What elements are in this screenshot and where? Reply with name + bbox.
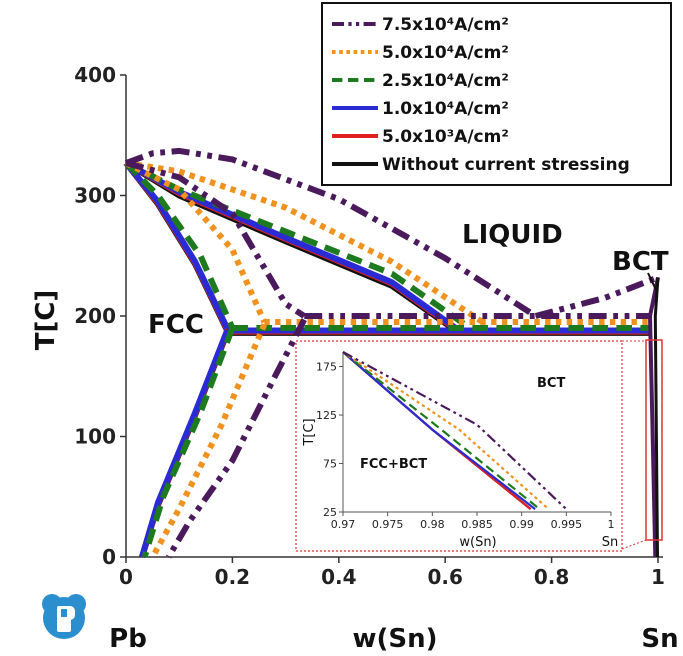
inset-end-label: Sn (602, 535, 619, 550)
x-tick-label: 0 (119, 565, 133, 589)
legend-frame (321, 2, 672, 186)
legend-label: 5.0x10³A/cm² (382, 127, 509, 147)
bct-pointer-arrow (647, 272, 658, 293)
inset-region-label-bct: BCT (537, 376, 565, 391)
legend-label: 7.5x10⁴A/cm² (382, 15, 509, 35)
series-curve-solvus (141, 327, 236, 558)
inset-chart: 25 75 125 175 0.97 0.975 0.98 0.985 0.99 0.995 1 T… (295, 340, 623, 552)
series-curve-liquidus-left (124, 160, 458, 331)
x-tick-label: 0.2 (215, 565, 250, 589)
y-tick-label: 300 (74, 184, 116, 208)
series-curve-liquidus-left (125, 160, 485, 325)
inset-region-label-fcc-bct: FCC+BCT (360, 457, 427, 472)
inset-frame (295, 340, 623, 552)
series-curve-solidus-left (123, 160, 236, 330)
inset-x-tick-label: 0.975 (372, 518, 404, 531)
x-tick-label: 0.4 (321, 565, 356, 589)
x-tick-label: 1 (651, 565, 665, 589)
inset-x-axis-label: w(Sn) (459, 535, 496, 550)
x-end-label-right: Sn (641, 624, 678, 654)
x-tick-label: 0.8 (534, 565, 569, 589)
inset-series-curve (342, 351, 568, 510)
y-tick-label: 200 (74, 304, 116, 328)
zoom-region-box (645, 339, 663, 541)
y-axis-label: T[C] (31, 290, 61, 351)
legend: 7.5x10⁴A/cm² 5.0x10⁴A/cm² 2.5x10⁴A/cm² 1.0x… (321, 2, 672, 186)
inset-x-tick-label: 0.99 (509, 518, 534, 531)
inset-x-tick-label: 0.995 (551, 518, 583, 531)
y-tick-label: 400 (74, 63, 116, 87)
inset-x-tick-label: 0.98 (420, 518, 445, 531)
x-axis-label: w(Sn) (352, 624, 437, 654)
region-label-liquid: LIQUID (462, 220, 563, 250)
legend-label: 2.5x10⁴A/cm² (382, 71, 509, 91)
bct-solvus-curve (647, 276, 660, 558)
legend-label: 1.0x10⁴A/cm² (382, 99, 509, 119)
inset-x-tick-label: 1 (608, 518, 615, 531)
inset-y-tick-label: 125 (316, 409, 337, 422)
sn-rich-boundaries (647, 276, 660, 558)
series-curve-liquidus-left (124, 147, 538, 319)
region-label-fcc: FCC (148, 310, 204, 340)
inset-y-tick-label: 25 (323, 506, 337, 519)
inset-series-curve (342, 351, 536, 510)
inset-x-tick-label: 0.985 (461, 518, 493, 531)
inset-x-tick-label: 0.97 (331, 518, 356, 531)
publisher-logo (42, 594, 86, 639)
y-tick-label: 100 (74, 425, 116, 449)
x-end-label-left: Pb (109, 624, 147, 654)
series-curve-solidus-left (124, 160, 268, 324)
series-curve-liquidus-left (124, 160, 469, 329)
zoom-connector-bottom (621, 539, 647, 550)
legend-label: 5.0x10⁴A/cm² (382, 43, 509, 63)
series-curve-solvus (166, 318, 307, 559)
series-group (123, 160, 651, 558)
series-group (124, 160, 651, 559)
inset-y-tick-label: 175 (316, 361, 337, 374)
x-tick-label: 0.6 (427, 565, 462, 589)
series-group (124, 147, 660, 559)
region-label-bct: BCT (612, 247, 669, 277)
y-tick-label: 0 (102, 545, 116, 569)
bct-solidus-curve (653, 277, 660, 558)
inset-y-axis-label: T[C] (302, 418, 317, 446)
inset-series-curve (342, 351, 550, 510)
inset-y-tick-label: 75 (323, 458, 337, 471)
series-curve-solidus-left (125, 160, 306, 319)
legend-label: Without current stressing (382, 155, 630, 175)
series-curve-solvus (149, 323, 268, 559)
series-curve-liquidus-right (534, 274, 660, 319)
